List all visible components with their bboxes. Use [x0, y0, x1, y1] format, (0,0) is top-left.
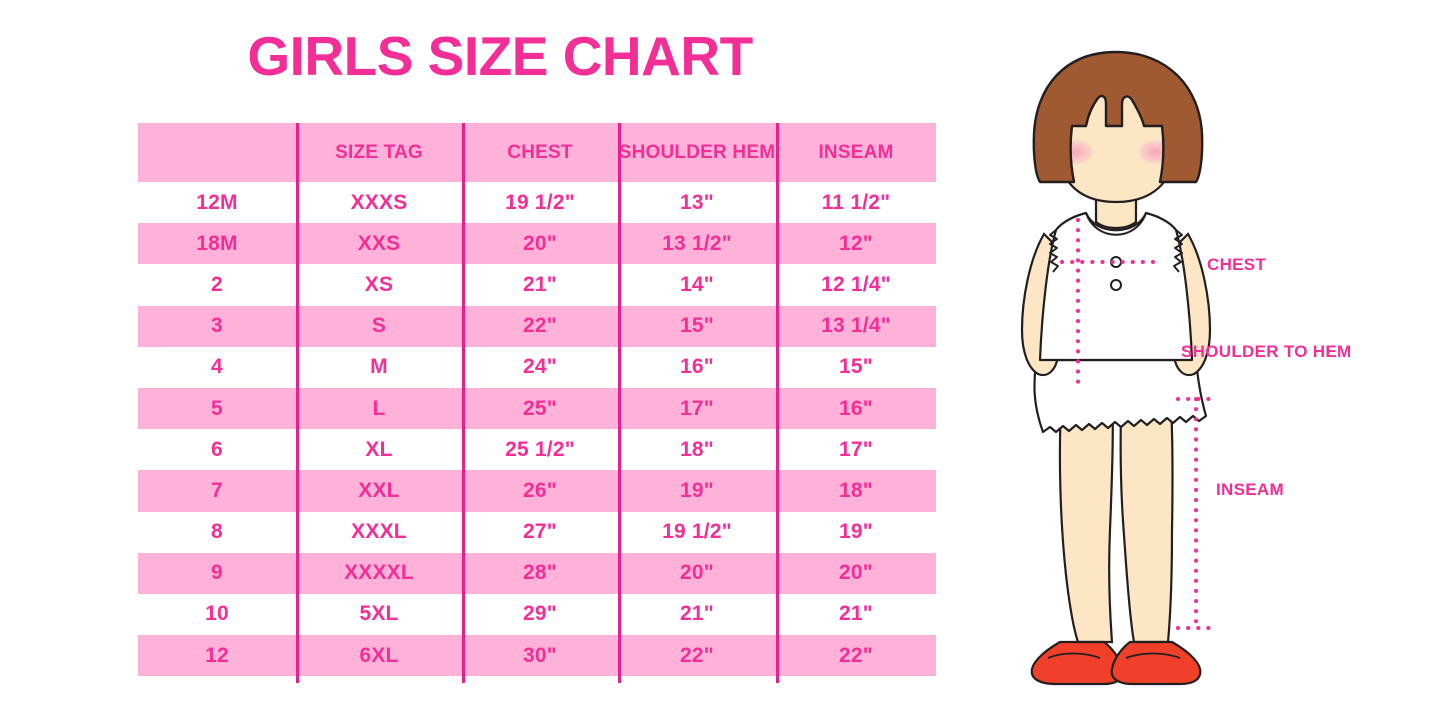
cell-shoulder-hem: 21": [618, 593, 776, 636]
table-row: 12 6XL 30" 22" 22": [138, 635, 936, 677]
table-header-row: SIZE TAG CHEST SHOULDER HEM INSEAM: [138, 123, 936, 182]
cell-shoulder-hem: 18": [618, 429, 776, 471]
table-row: 5 L 25" 17" 16": [138, 387, 936, 430]
button-lower: [1110, 279, 1122, 291]
top-garment: [1038, 211, 1194, 362]
cell-shoulder-hem: 13 1/2": [618, 223, 776, 265]
size-chart-table: SIZE TAG CHEST SHOULDER HEM INSEAM 12M XX…: [138, 123, 936, 677]
cell-inseam: 22": [776, 635, 936, 677]
cell-size-tag: XXS: [296, 223, 462, 265]
cell-shoulder-hem: 22": [618, 635, 776, 677]
cell-inseam: 17": [776, 429, 936, 471]
cell-shoulder-hem: 20": [618, 552, 776, 594]
table-row: 10 5XL 29" 21" 21": [138, 593, 936, 636]
column-separator-2: [462, 123, 465, 683]
measurement-label-inseam: INSEAM: [1216, 480, 1284, 499]
measurement-label-chest: CHEST: [1207, 255, 1267, 274]
cell-inseam: 19": [776, 511, 936, 553]
cell-inseam: 16": [776, 387, 936, 430]
cell-size-tag: XXXS: [296, 182, 462, 224]
cell-chest: 25": [462, 387, 618, 430]
cell-chest: 28": [462, 552, 618, 594]
cell-size: 10: [138, 593, 296, 636]
cell-inseam: 11 1/2": [776, 182, 936, 224]
shoes: [1030, 640, 1202, 686]
cell-size-tag: XXL: [296, 470, 462, 512]
cell-chest: 21": [462, 264, 618, 306]
column-separator-1: [296, 123, 299, 683]
cell-size: 12M: [138, 182, 296, 224]
cell-size: 5: [138, 387, 296, 430]
legs: [1058, 380, 1174, 644]
cell-shoulder-hem: 17": [618, 387, 776, 430]
girl-figure-illustration: CHEST SHOULDER TO HEM INSEAM: [1000, 30, 1445, 690]
cell-size-tag: S: [296, 305, 462, 347]
measurement-label-shoulder-to-hem: SHOULDER TO HEM: [1181, 342, 1352, 361]
cell-inseam: 20": [776, 552, 936, 594]
cell-chest: 29": [462, 593, 618, 636]
cell-size: 7: [138, 470, 296, 512]
cell-shoulder-hem: 19 1/2": [618, 511, 776, 553]
size-chart-table-body: 12M XXXS 19 1/2" 13" 11 1/2" 18M XXS 20" 13 1/2"…: [138, 182, 936, 677]
cell-size: 12: [138, 635, 296, 677]
cell-size-tag: XXXL: [296, 511, 462, 553]
cell-chest: 24": [462, 346, 618, 388]
head: [1032, 50, 1204, 230]
cell-size: 9: [138, 552, 296, 594]
column-separator-3: [618, 123, 621, 683]
cell-shoulder-hem: 14": [618, 264, 776, 306]
cell-chest: 30": [462, 635, 618, 677]
cell-shoulder-hem: 19": [618, 470, 776, 512]
cell-chest: 22": [462, 305, 618, 347]
table-row: 12M XXXS 19 1/2" 13" 11 1/2": [138, 182, 936, 224]
table-row: 8 XXXL 27" 19 1/2" 19": [138, 511, 936, 553]
cell-size: 4: [138, 346, 296, 388]
cell-size-tag: 5XL: [296, 593, 462, 636]
cell-size: 8: [138, 511, 296, 553]
table-row: 6 XL 25 1/2" 18" 17": [138, 429, 936, 471]
cell-chest: 25 1/2": [462, 429, 618, 471]
table-row: 2 XS 21" 14" 12 1/4": [138, 264, 936, 306]
size-chart-table-container: SIZE TAG CHEST SHOULDER HEM INSEAM 12M XX…: [138, 123, 936, 683]
cell-size-tag: M: [296, 346, 462, 388]
girl-body-diagram: [1020, 50, 1214, 686]
cell-chest: 20": [462, 223, 618, 265]
cell-size: 2: [138, 264, 296, 306]
cell-size-tag: L: [296, 387, 462, 430]
cell-inseam: 21": [776, 593, 936, 636]
table-row: 3 S 22" 15" 13 1/4": [138, 305, 936, 347]
cell-shoulder-hem: 13": [618, 182, 776, 224]
cell-size-tag: XS: [296, 264, 462, 306]
cell-size-tag: XXXXL: [296, 552, 462, 594]
cell-inseam: 15": [776, 346, 936, 388]
cell-inseam: 12": [776, 223, 936, 265]
column-header-chest: CHEST: [462, 123, 618, 182]
table-row: 9 XXXXL 28" 20" 20": [138, 552, 936, 594]
cell-inseam: 18": [776, 470, 936, 512]
cell-chest: 27": [462, 511, 618, 553]
column-header-size: [138, 123, 296, 182]
cell-size-tag: XL: [296, 429, 462, 471]
cell-size: 6: [138, 429, 296, 471]
column-separator-4: [776, 123, 779, 683]
skirt: [1033, 358, 1208, 434]
cell-chest: 26": [462, 470, 618, 512]
cell-shoulder-hem: 15": [618, 305, 776, 347]
column-header-shoulder-hem: SHOULDER HEM: [618, 123, 776, 182]
column-header-inseam: INSEAM: [776, 123, 936, 182]
cell-size-tag: 6XL: [296, 635, 462, 677]
cell-size: 18M: [138, 223, 296, 265]
cell-shoulder-hem: 16": [618, 346, 776, 388]
column-header-size-tag: SIZE TAG: [296, 123, 462, 182]
measurement-guides: [1060, 218, 1214, 630]
cell-inseam: 13 1/4": [776, 305, 936, 347]
cell-size: 3: [138, 305, 296, 347]
hair: [1032, 50, 1204, 184]
table-row: 7 XXL 26" 19" 18": [138, 470, 936, 512]
table-row: 4 M 24" 16" 15": [138, 346, 936, 388]
page-title: GIRLS SIZE CHART: [247, 25, 753, 87]
table-row: 18M XXS 20" 13 1/2" 12": [138, 223, 936, 265]
cell-inseam: 12 1/4": [776, 264, 936, 306]
cell-chest: 19 1/2": [462, 182, 618, 224]
